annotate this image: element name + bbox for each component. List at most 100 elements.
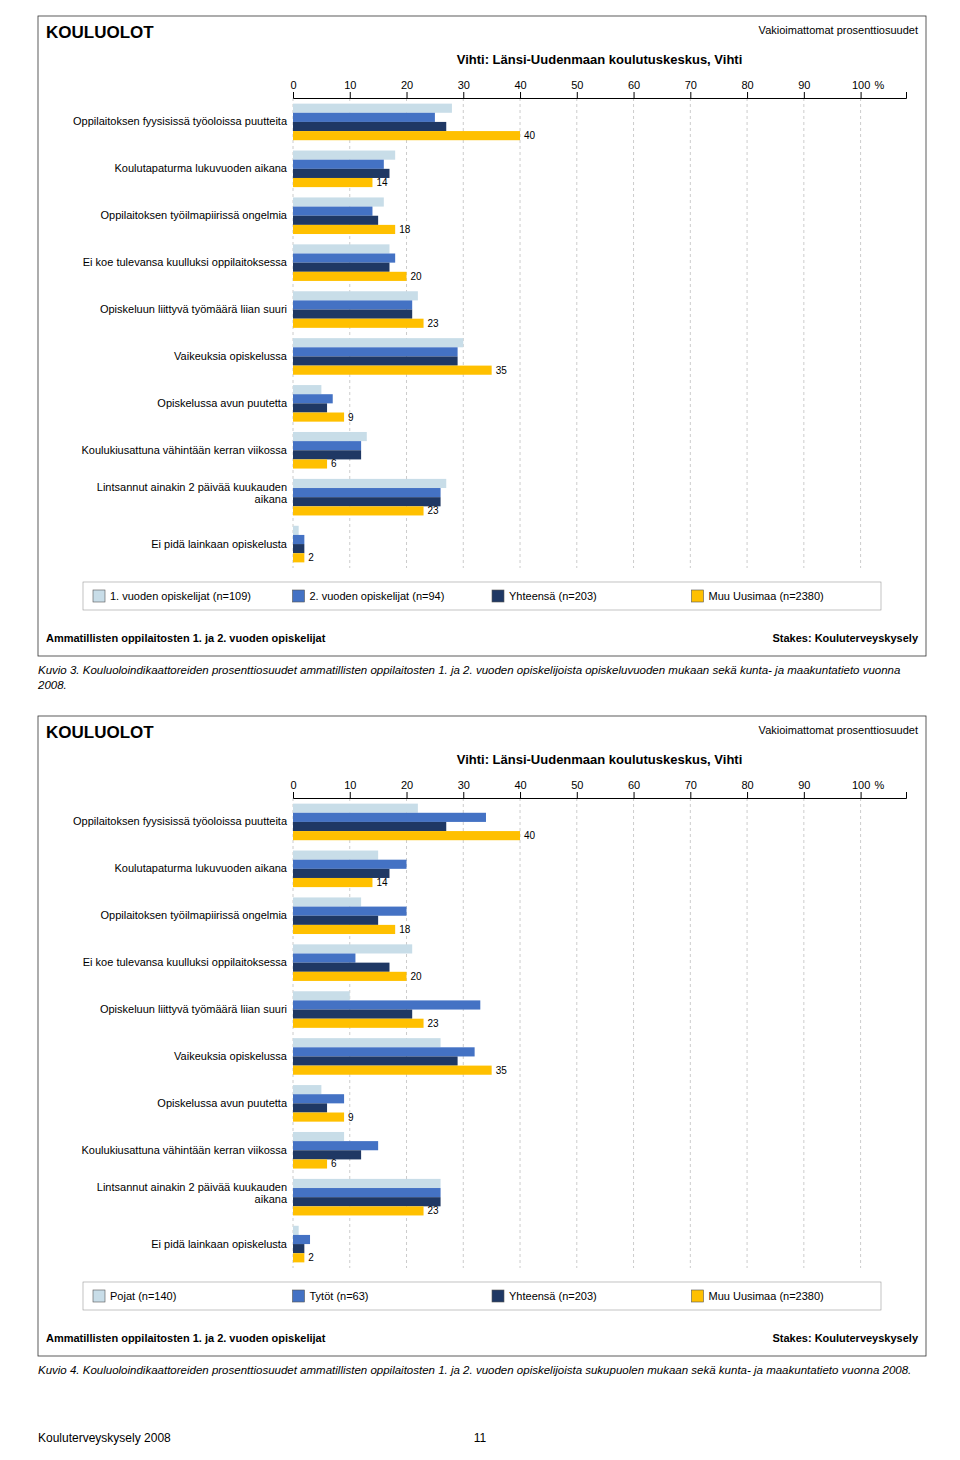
- tick: 30: [458, 79, 470, 98]
- bar: [293, 113, 435, 122]
- panel-footer: Ammatillisten oppilaitosten 1. ja 2. vuo…: [46, 632, 326, 644]
- tick: Vaikeuksia opiskelussa: [174, 350, 293, 362]
- tick-mark: [293, 92, 294, 98]
- legend-swatch: [93, 590, 105, 602]
- grid-line: [463, 798, 464, 1268]
- data-label: 40: [524, 130, 536, 141]
- tick: 80: [741, 779, 753, 798]
- tick: Lintsannut ainakin 2 päivää kuukaudenaik…: [97, 481, 293, 505]
- category-label: Ei pidä lainkaan opiskelusta: [151, 1238, 288, 1250]
- chart-panel: KOULUOLOTVakioimattomat prosenttiosuudet…: [38, 16, 926, 656]
- tick: Opiskelussa avun puutetta: [157, 1097, 293, 1109]
- bar: [293, 347, 458, 356]
- panel-label: KOULUOLOT: [46, 23, 154, 42]
- data-label: 6: [331, 1158, 337, 1169]
- tick-label: 60: [628, 79, 640, 91]
- axis-label: %: [875, 779, 885, 791]
- bar: [293, 851, 378, 860]
- legend-swatch: [93, 1290, 105, 1302]
- bar: [293, 291, 418, 300]
- caption: Kuvio 4. Kouluoloindikaattoreiden prosen…: [38, 1364, 911, 1376]
- tick: 0: [290, 79, 296, 98]
- data-label: 14: [376, 177, 388, 188]
- bar: [293, 869, 389, 878]
- tick-mark: [747, 792, 748, 798]
- category-label: Lintsannut ainakin 2 päivää kuukaudenaik…: [97, 1181, 288, 1205]
- grid-line: [860, 798, 861, 1268]
- tick: 30: [458, 779, 470, 798]
- panel-note: Vakioimattomat prosenttiosuudet: [759, 724, 918, 736]
- data-label: 18: [399, 924, 411, 935]
- legend-label: Pojat (n=140): [110, 1290, 176, 1302]
- axis-line: [294, 792, 907, 799]
- bar: [293, 907, 407, 916]
- tick: Ei pidä lainkaan opiskelusta: [151, 1238, 293, 1250]
- tick: 40: [514, 79, 526, 98]
- bar: [293, 1226, 299, 1235]
- grid: [293, 98, 861, 568]
- page-number: 11: [474, 1431, 487, 1445]
- data-label: 23: [428, 318, 440, 329]
- tick-label: 80: [741, 79, 753, 91]
- legend-box: [83, 1282, 881, 1310]
- bar: [293, 122, 446, 131]
- panel-border: [38, 16, 926, 656]
- bar: [293, 813, 486, 822]
- data-label: 23: [428, 505, 440, 516]
- bar: [293, 972, 407, 981]
- tick-mark: [634, 792, 635, 798]
- bar: [293, 169, 389, 178]
- grid-line: [576, 98, 577, 568]
- y-axis: Oppilaitoksen fyysisissä työoloissa puut…: [73, 815, 293, 1249]
- bar: [293, 831, 520, 840]
- bar: [293, 216, 378, 225]
- tick-mark: [634, 92, 635, 98]
- bar-series: [293, 804, 441, 1235]
- tick-mark: [520, 92, 521, 98]
- chart-panel: KOULUOLOTVakioimattomat prosenttiosuudet…: [38, 716, 926, 1356]
- grid-line: [803, 98, 804, 568]
- bar: [293, 310, 412, 319]
- tick-label: 0: [290, 779, 296, 791]
- bar: [293, 131, 520, 140]
- bar: [293, 506, 424, 515]
- tick: Oppilaitoksen fyysisissä työoloissa puut…: [73, 815, 293, 827]
- bar: [293, 413, 344, 422]
- bar: [293, 860, 407, 869]
- data-label: 9: [348, 1112, 354, 1123]
- tick-label: 20: [401, 79, 413, 91]
- tick-label: 100: [852, 779, 870, 791]
- bar: [293, 319, 424, 328]
- bar: [293, 207, 372, 216]
- tick: 70: [685, 779, 697, 798]
- legend-box: [83, 582, 881, 610]
- page: KOULUOLOT Vakioimattomat prosenttiosuudet…: [0, 0, 960, 1460]
- bar: [293, 804, 418, 813]
- tick-label: 70: [685, 79, 697, 91]
- data-labels: 40141820233596232: [308, 130, 535, 563]
- category-label: Opiskelussa avun puutetta: [157, 397, 288, 409]
- legend-label: 1. vuoden opiskelijat (n=109): [110, 590, 251, 602]
- bar: [293, 991, 350, 1000]
- data-label: 18: [399, 224, 411, 235]
- bar: [293, 1066, 492, 1075]
- bars: [293, 804, 520, 1263]
- bar: [293, 1056, 458, 1065]
- plot-area: 0102030405060708090100%Oppilaitoksen fyy…: [73, 779, 907, 1268]
- legend-swatch: [492, 1290, 504, 1302]
- tick-mark: [577, 92, 578, 98]
- tick: 10: [344, 779, 356, 798]
- tick-mark: [350, 792, 351, 798]
- bar: [293, 225, 395, 234]
- bar: [293, 535, 304, 544]
- bar: [293, 366, 492, 375]
- category-label: Ei koe tulevansa kuulluksi oppilaitokses…: [83, 256, 288, 268]
- data-label: 6: [331, 458, 337, 469]
- tick-mark: [747, 92, 748, 98]
- tick-label: 30: [458, 779, 470, 791]
- tick: 100: [852, 79, 870, 98]
- tick: 60: [628, 779, 640, 798]
- grid-line: [520, 798, 521, 1268]
- category-label: Oppilaitoksen fyysisissä työoloissa puut…: [73, 815, 288, 827]
- tick: Oppilaitoksen työilmapiirissä ongelmia: [101, 909, 293, 921]
